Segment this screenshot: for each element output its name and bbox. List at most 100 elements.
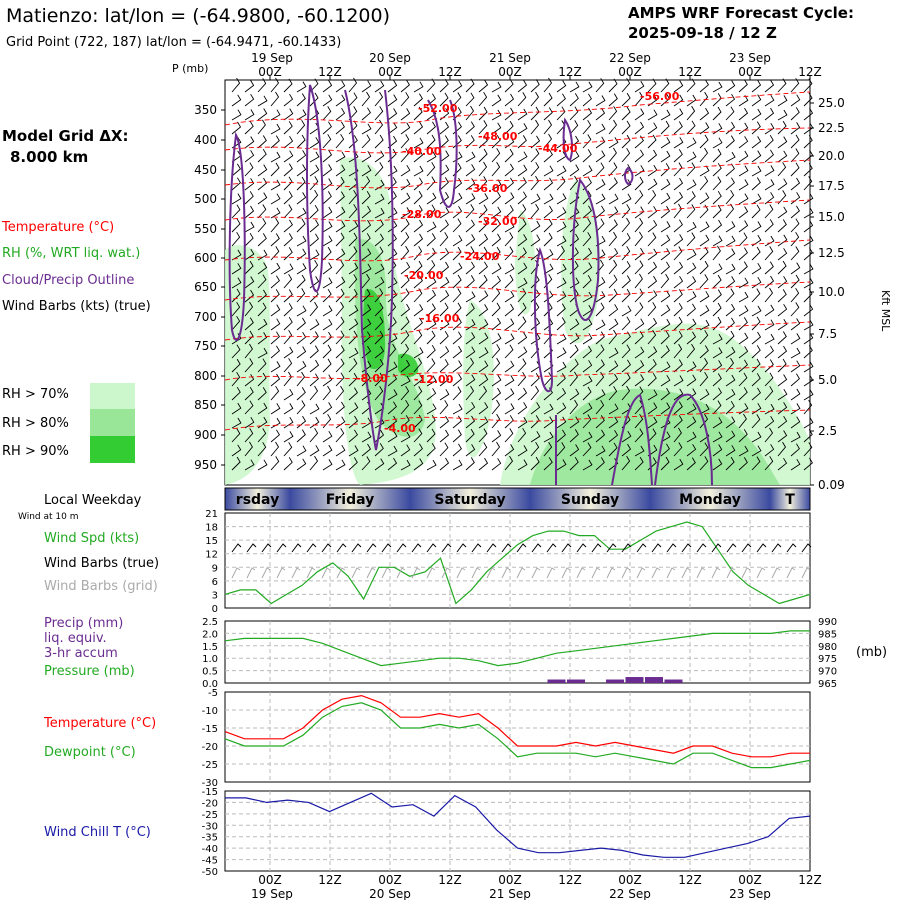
- bottom-time-label: 12Z: [318, 873, 342, 887]
- wind-barb: [699, 456, 709, 471]
- pressure-tick-label: 550: [194, 222, 217, 236]
- wind-barb: [712, 263, 723, 275]
- wind-barb: [621, 430, 632, 443]
- wind-barb: [465, 105, 475, 121]
- grid-barb: [471, 567, 481, 579]
- wind-barb: [270, 109, 281, 121]
- wind-barb: [452, 192, 463, 205]
- wind-barb: [712, 190, 722, 205]
- wind-barb: [634, 231, 643, 247]
- wind-barb: [530, 259, 540, 275]
- wind-barb: [504, 163, 514, 177]
- legend-wind-barbs-true: Wind Barbs (true): [44, 556, 159, 571]
- wind-barb: [517, 218, 527, 233]
- wind-barb: [491, 179, 502, 191]
- wind-barb: [686, 232, 696, 247]
- wind-barb: [517, 151, 528, 163]
- wind-barb: [374, 119, 384, 135]
- wind-barb: [257, 177, 268, 191]
- wind-barb: [387, 191, 397, 205]
- wind-barb: [361, 91, 371, 107]
- wind-barb: [738, 429, 748, 443]
- wind-barb: [374, 91, 384, 107]
- wind-barb: [608, 193, 619, 205]
- wind-barb: [725, 288, 735, 303]
- wind-barb: [309, 331, 319, 345]
- wind-barb: [686, 318, 697, 331]
- wind-barb: [790, 192, 801, 205]
- wind-barb: [231, 315, 241, 331]
- wind-barb: [725, 177, 735, 191]
- wind-barb: [517, 358, 527, 373]
- top-date-label: 19 Sep: [251, 51, 293, 65]
- wind-barb: [595, 150, 606, 163]
- wind-barb: [595, 162, 605, 177]
- wind-barb: [530, 372, 540, 387]
- grid-barb: [546, 567, 556, 579]
- wind-barb: [491, 399, 501, 415]
- grid-barb: [771, 567, 781, 579]
- wind-barb: [686, 105, 696, 121]
- wind-barb: [621, 372, 631, 387]
- wind-barb: [426, 78, 436, 93]
- wind-barb: [725, 388, 736, 401]
- wind-barb: [322, 149, 333, 163]
- wind-barb: [660, 304, 671, 317]
- wind-barb: [400, 274, 410, 289]
- wind-barb: [413, 317, 423, 331]
- wind-barb: [504, 93, 515, 107]
- wind-barb: [660, 261, 670, 275]
- wind-barb: [322, 402, 333, 415]
- wind-barb: [608, 288, 618, 303]
- wind-barb: [283, 150, 294, 163]
- wind-barb: [296, 445, 307, 457]
- wind-barb: [803, 442, 813, 457]
- wind-barb: [257, 218, 267, 233]
- wind-barb: [530, 289, 540, 303]
- wind-barb: [595, 344, 605, 359]
- wind-barb: [335, 121, 345, 135]
- pressure-tick-label: 600: [194, 251, 217, 265]
- bottom-time-label: 00Z: [258, 873, 282, 887]
- wind-barb: [803, 288, 813, 303]
- wind-barb: [348, 429, 358, 443]
- surface-barb: [471, 543, 482, 553]
- weekday-segment: [225, 488, 290, 510]
- wind-barb: [660, 318, 671, 331]
- wind-barb: [608, 458, 619, 471]
- wind-barb: [660, 221, 671, 233]
- wind-barb: [673, 388, 684, 401]
- wind-barb: [270, 331, 280, 345]
- wind-barb: [296, 360, 307, 373]
- wind-barb: [309, 359, 320, 373]
- wind-barb: [751, 246, 761, 261]
- wind-barb: [673, 330, 683, 345]
- wind-barb: [387, 94, 398, 107]
- grid-barb: [561, 567, 571, 579]
- wind-barb: [530, 302, 540, 317]
- wind-barb: [387, 148, 397, 163]
- wind-barb: [582, 262, 593, 275]
- legend-temperature-2: Temperature (°C): [43, 716, 156, 731]
- wind-barb: [504, 360, 515, 373]
- wind-barb: [478, 416, 489, 429]
- pressure-ytick-right: 970: [818, 667, 837, 678]
- wind-barb: [465, 332, 476, 345]
- pressure-ytick-label: 2.5: [202, 617, 218, 628]
- wind-barb: [712, 360, 723, 373]
- cycle-value: 2025-09-18 / 12 Z: [628, 24, 777, 42]
- wind-barb: [582, 274, 592, 289]
- wind-barb: [335, 428, 345, 443]
- wind-barb: [777, 150, 788, 163]
- wind-barb: [764, 94, 775, 107]
- wind-barb: [556, 347, 567, 359]
- wind-barb: [764, 287, 774, 303]
- wind-barb: [569, 371, 578, 387]
- wind-barb: [413, 428, 423, 443]
- wind-speed-ytick-label: 6: [212, 577, 218, 588]
- wind-barb: [387, 277, 398, 289]
- wind-barb: [738, 79, 748, 93]
- precip-bar: [547, 679, 566, 683]
- weekday-label: Monday: [679, 492, 741, 508]
- wind-barb: [634, 260, 644, 275]
